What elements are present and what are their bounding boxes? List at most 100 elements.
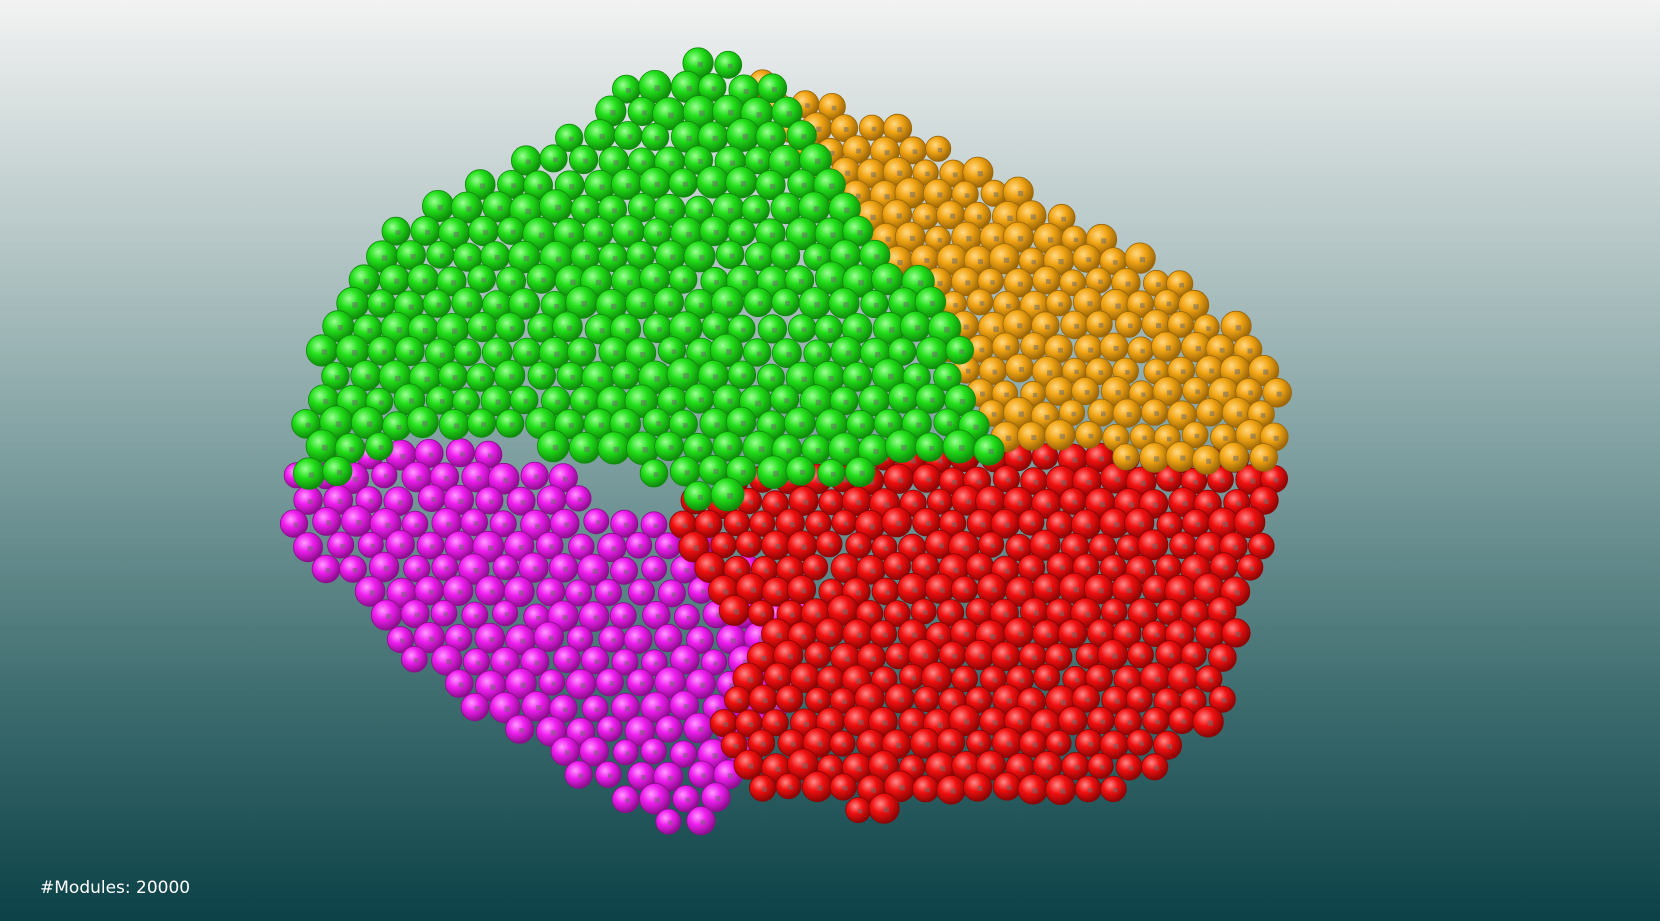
sphere-facet [1208,677,1214,683]
sphere-facet [788,785,793,790]
sphere-facet [831,471,836,477]
sphere-facet [1169,523,1174,529]
sphere-facet [979,653,985,660]
sphere-facet [1019,678,1025,683]
sphere-facet [669,208,675,215]
sphere-facet [1125,370,1130,375]
sphere-facet [642,110,647,116]
sphere-facet [321,444,328,451]
sphere-facet [843,302,849,308]
sphere-facet [896,743,902,749]
sphere-facet [1140,480,1146,487]
sphere-facet [901,350,907,356]
sphere-facet [541,326,547,332]
sphere-facet [1168,611,1174,616]
sphere-facet [785,301,790,306]
sphere-facet [929,446,935,451]
sphere-facet [842,477,848,483]
sphere-facet [1125,281,1131,287]
sphere-facet [453,423,460,429]
sphere-facet [1113,346,1119,351]
sphere-facet [817,785,823,791]
sphere-facet [801,182,807,188]
sphere-facet [458,498,464,504]
sphere-facet [1030,214,1036,220]
sphere-facet [813,206,820,212]
sphere-facet [668,728,674,733]
sphere-facet [624,661,630,666]
sphere-facet [548,635,554,641]
sphere-facet [814,566,820,571]
sphere-facet [977,214,982,220]
sphere-facet [446,659,452,665]
sphere-facet [349,447,355,453]
sphere-facet [1061,480,1067,486]
sphere-facet [874,302,879,308]
sphere-facet [939,543,944,549]
sphere-facet [693,545,699,551]
sphere-facet [712,180,718,187]
sphere-facet [1115,390,1121,396]
sphere-facet [1087,301,1093,307]
sphere-facet [727,301,733,307]
sphere-facet [488,453,493,459]
sphere-facet [979,347,985,353]
sphere-facet [540,422,547,428]
sphere-facet [683,753,688,758]
sphere-facet [684,470,690,476]
sphere-facet [578,773,584,779]
sphere-facet [844,254,851,260]
sphere-facet [818,522,823,528]
sphere-facet [789,697,794,703]
sphere-facet [1032,742,1038,748]
sphere-facet [439,253,445,259]
sphere-facet [1115,477,1121,483]
sphere-facet [903,301,909,308]
sphere-facet [1018,631,1024,637]
sphere-facet [784,398,790,404]
sphere-facet [979,610,984,616]
sphere-facet [625,374,630,379]
sphere-facet [856,590,861,596]
sphere-facet [465,400,471,405]
sphere-facet [966,499,972,505]
sphere-facet [1114,698,1120,704]
sphere-facet [657,231,662,237]
sphere-facet [980,391,985,397]
sphere-facet [952,654,957,659]
sphere-facet [460,451,465,457]
sphere-facet [1139,741,1144,746]
sphere-facet [787,654,793,660]
sphere-facet [396,424,402,430]
sphere-facet [523,302,530,309]
sphere-facet [1047,370,1053,376]
sphere-facet [496,351,502,357]
sphere-facet [786,352,792,358]
sphere-facet [977,786,983,791]
sphere-facet [978,698,984,704]
sphere-facet [700,819,706,825]
sphere-facet [1005,435,1012,441]
sphere-facet [1018,719,1024,725]
sphere-facet [520,682,526,688]
sphere-facet [830,232,836,238]
sphere-facet [831,501,836,506]
sphere-facet [352,476,359,483]
sphere-facet [1195,346,1201,352]
sphere-facet [830,766,835,772]
sphere-facet [901,444,907,451]
sphere-facet [437,205,444,211]
sphere-facet [1098,370,1104,375]
sphere-facet [1249,521,1255,527]
sphere-facet [1003,612,1009,618]
sphere-facet [952,700,957,706]
sphere-facet [870,214,876,221]
sphere-facet [1182,677,1189,683]
sphere-facet [800,469,806,475]
sphere-facet [386,613,392,620]
sphere-facet [1017,236,1024,242]
sphere-facet [698,208,704,214]
sphere-facet [699,255,705,261]
